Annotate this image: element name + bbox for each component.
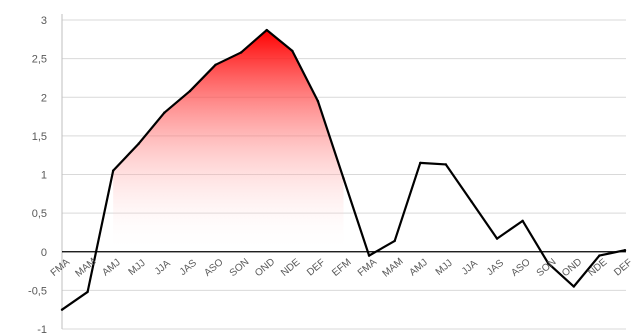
x-tick-label: ASO <box>509 257 532 279</box>
x-tick-label: SON <box>228 257 252 279</box>
data-point <box>291 49 294 53</box>
x-tick-label: SON <box>535 257 559 279</box>
x-tick-label: ASO <box>202 257 225 279</box>
x-tick-label: AMJ <box>100 257 122 278</box>
data-point <box>419 161 422 165</box>
x-tick-label: JAS <box>485 258 506 278</box>
x-tick-label: FMA <box>49 257 72 279</box>
data-point <box>367 254 371 257</box>
series-layer <box>60 28 627 311</box>
y-tick-label: 0,5 <box>32 208 47 220</box>
data-point <box>316 99 320 103</box>
y-tick-label: -1 <box>37 324 47 336</box>
x-tick-label: MJJ <box>434 258 455 278</box>
y-tick-label: 2,5 <box>32 54 47 66</box>
x-tick-label: JJA <box>153 258 173 277</box>
data-point <box>598 254 601 257</box>
data-point <box>521 219 524 223</box>
x-tick-label: AMJ <box>407 257 429 278</box>
y-tick-label: 1 <box>41 170 47 182</box>
data-point <box>60 308 64 311</box>
y-tick-label: 1,5 <box>32 131 47 143</box>
data-point <box>495 237 499 240</box>
data-point <box>239 51 243 54</box>
data-point <box>188 89 192 93</box>
data-point <box>214 63 217 67</box>
data-point <box>470 200 473 203</box>
x-tick-label: OND <box>253 256 277 279</box>
x-tick-label: DEF <box>305 257 327 278</box>
x-tick-label: EFM <box>330 257 353 279</box>
x-tick-label: MJJ <box>127 258 148 278</box>
data-point <box>265 28 268 32</box>
x-tick-label: OND <box>560 256 584 279</box>
data-point <box>111 169 115 172</box>
y-tick-label: 2 <box>41 92 47 104</box>
x-tick-label: FMA <box>356 257 379 279</box>
data-point <box>342 177 345 180</box>
x-tick-label: DEF <box>612 257 634 278</box>
y-axis-ticks: -1 -0,5 0 0,5 1 1,5 2 2,5 3 <box>28 15 47 336</box>
x-tick-label: NDE <box>586 257 609 279</box>
data-point <box>86 290 89 294</box>
data-point <box>572 285 576 288</box>
data-point <box>393 239 396 243</box>
y-tick-label: -0,5 <box>28 285 47 297</box>
axes <box>61 14 626 329</box>
x-axis-ticks: FMA MAM AMJ MJJ JJA JAS ASO SON OND NDE DEF EFM FMA M… <box>49 256 635 279</box>
data-point <box>547 262 550 265</box>
x-tick-label: JJA <box>460 258 480 277</box>
y-tick-label: 0 <box>41 247 47 259</box>
x-tick-label: JAS <box>178 258 199 278</box>
data-point <box>623 249 627 252</box>
data-point <box>163 111 166 114</box>
data-point <box>444 163 448 166</box>
x-tick-label: MAM <box>381 256 406 279</box>
y-tick-label: 3 <box>41 15 47 27</box>
peak-gradient-area <box>113 30 344 252</box>
data-point <box>137 142 140 145</box>
highlight-fill <box>113 30 344 252</box>
x-tick-label: NDE <box>279 257 302 279</box>
